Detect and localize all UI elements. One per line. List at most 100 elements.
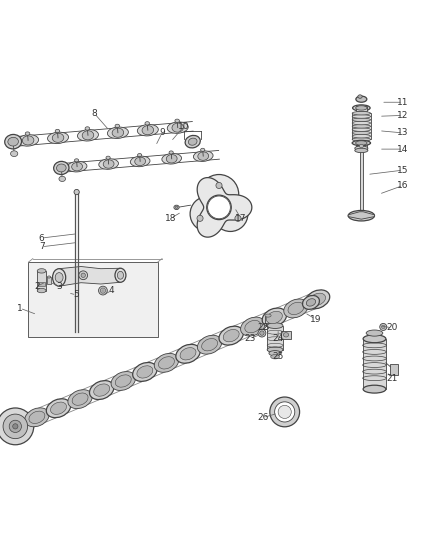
Ellipse shape [283, 333, 289, 337]
Ellipse shape [89, 381, 114, 400]
Circle shape [81, 273, 85, 278]
Bar [265, 316, 271, 324]
Text: 5: 5 [74, 290, 80, 300]
Ellipse shape [25, 408, 49, 427]
Ellipse shape [355, 146, 368, 150]
Circle shape [197, 215, 203, 221]
Circle shape [278, 405, 291, 418]
Ellipse shape [174, 205, 179, 209]
Ellipse shape [154, 353, 179, 373]
Ellipse shape [352, 138, 371, 141]
Circle shape [190, 197, 225, 231]
Ellipse shape [201, 338, 218, 351]
Ellipse shape [142, 126, 154, 135]
Text: 4: 4 [109, 286, 114, 295]
Text: 6: 6 [39, 233, 45, 243]
Ellipse shape [55, 130, 60, 133]
Text: 26: 26 [257, 413, 268, 422]
Bar [28, 262, 158, 336]
Ellipse shape [159, 357, 174, 369]
Ellipse shape [175, 119, 180, 123]
Ellipse shape [85, 127, 90, 130]
Bar [363, 339, 386, 389]
Circle shape [100, 288, 106, 293]
Ellipse shape [74, 159, 79, 162]
Ellipse shape [356, 106, 367, 110]
Ellipse shape [266, 311, 283, 324]
Polygon shape [59, 266, 120, 286]
Circle shape [13, 424, 18, 429]
Circle shape [79, 271, 88, 280]
Ellipse shape [185, 135, 200, 148]
Ellipse shape [167, 122, 188, 133]
Ellipse shape [172, 123, 184, 132]
Ellipse shape [162, 154, 181, 164]
Text: 3: 3 [56, 282, 62, 290]
Polygon shape [348, 212, 374, 219]
Ellipse shape [176, 344, 200, 364]
Text: 14: 14 [397, 144, 409, 154]
Ellipse shape [82, 131, 94, 140]
Ellipse shape [303, 295, 319, 309]
Text: 15: 15 [397, 166, 409, 175]
Ellipse shape [169, 151, 173, 154]
Text: 17: 17 [235, 214, 247, 223]
Ellipse shape [115, 268, 126, 282]
Ellipse shape [245, 320, 261, 333]
Text: 12: 12 [397, 111, 409, 120]
Text: 1: 1 [17, 304, 23, 313]
Bar [390, 364, 398, 375]
Circle shape [199, 174, 239, 214]
Bar [352, 113, 371, 140]
Text: 11: 11 [397, 98, 409, 107]
Text: 16: 16 [397, 181, 409, 190]
Ellipse shape [223, 329, 239, 342]
Circle shape [270, 397, 300, 427]
Ellipse shape [352, 140, 371, 146]
Ellipse shape [46, 399, 71, 418]
Circle shape [74, 189, 79, 195]
Bar [47, 277, 51, 284]
Ellipse shape [103, 160, 114, 168]
Ellipse shape [352, 128, 371, 131]
Ellipse shape [50, 402, 67, 414]
Ellipse shape [353, 105, 370, 111]
Ellipse shape [25, 132, 30, 135]
Ellipse shape [356, 96, 367, 102]
Ellipse shape [135, 157, 145, 166]
Ellipse shape [363, 335, 386, 343]
Ellipse shape [355, 148, 368, 152]
Ellipse shape [352, 125, 371, 128]
Ellipse shape [267, 323, 283, 328]
Ellipse shape [138, 154, 142, 157]
Ellipse shape [115, 124, 120, 127]
Circle shape [207, 195, 231, 220]
Text: 10: 10 [178, 122, 190, 131]
Ellipse shape [358, 95, 362, 98]
Ellipse shape [352, 115, 371, 118]
Ellipse shape [72, 393, 88, 405]
Ellipse shape [47, 276, 51, 278]
Text: 9: 9 [159, 128, 165, 138]
Ellipse shape [131, 156, 150, 167]
Ellipse shape [107, 127, 128, 139]
Ellipse shape [112, 128, 124, 138]
Ellipse shape [348, 211, 374, 221]
Ellipse shape [310, 293, 325, 305]
Ellipse shape [48, 132, 68, 143]
Ellipse shape [269, 351, 281, 356]
Circle shape [0, 408, 34, 445]
Ellipse shape [138, 124, 158, 136]
Ellipse shape [201, 148, 205, 151]
Text: 22: 22 [257, 324, 268, 332]
Text: 19: 19 [310, 314, 321, 324]
Text: 2: 2 [35, 282, 40, 290]
Text: 8: 8 [91, 109, 97, 118]
Ellipse shape [115, 375, 131, 387]
Text: 18: 18 [165, 214, 177, 223]
Polygon shape [197, 177, 252, 237]
Ellipse shape [180, 348, 196, 360]
Ellipse shape [117, 271, 124, 279]
Ellipse shape [356, 141, 367, 145]
Circle shape [216, 182, 222, 189]
